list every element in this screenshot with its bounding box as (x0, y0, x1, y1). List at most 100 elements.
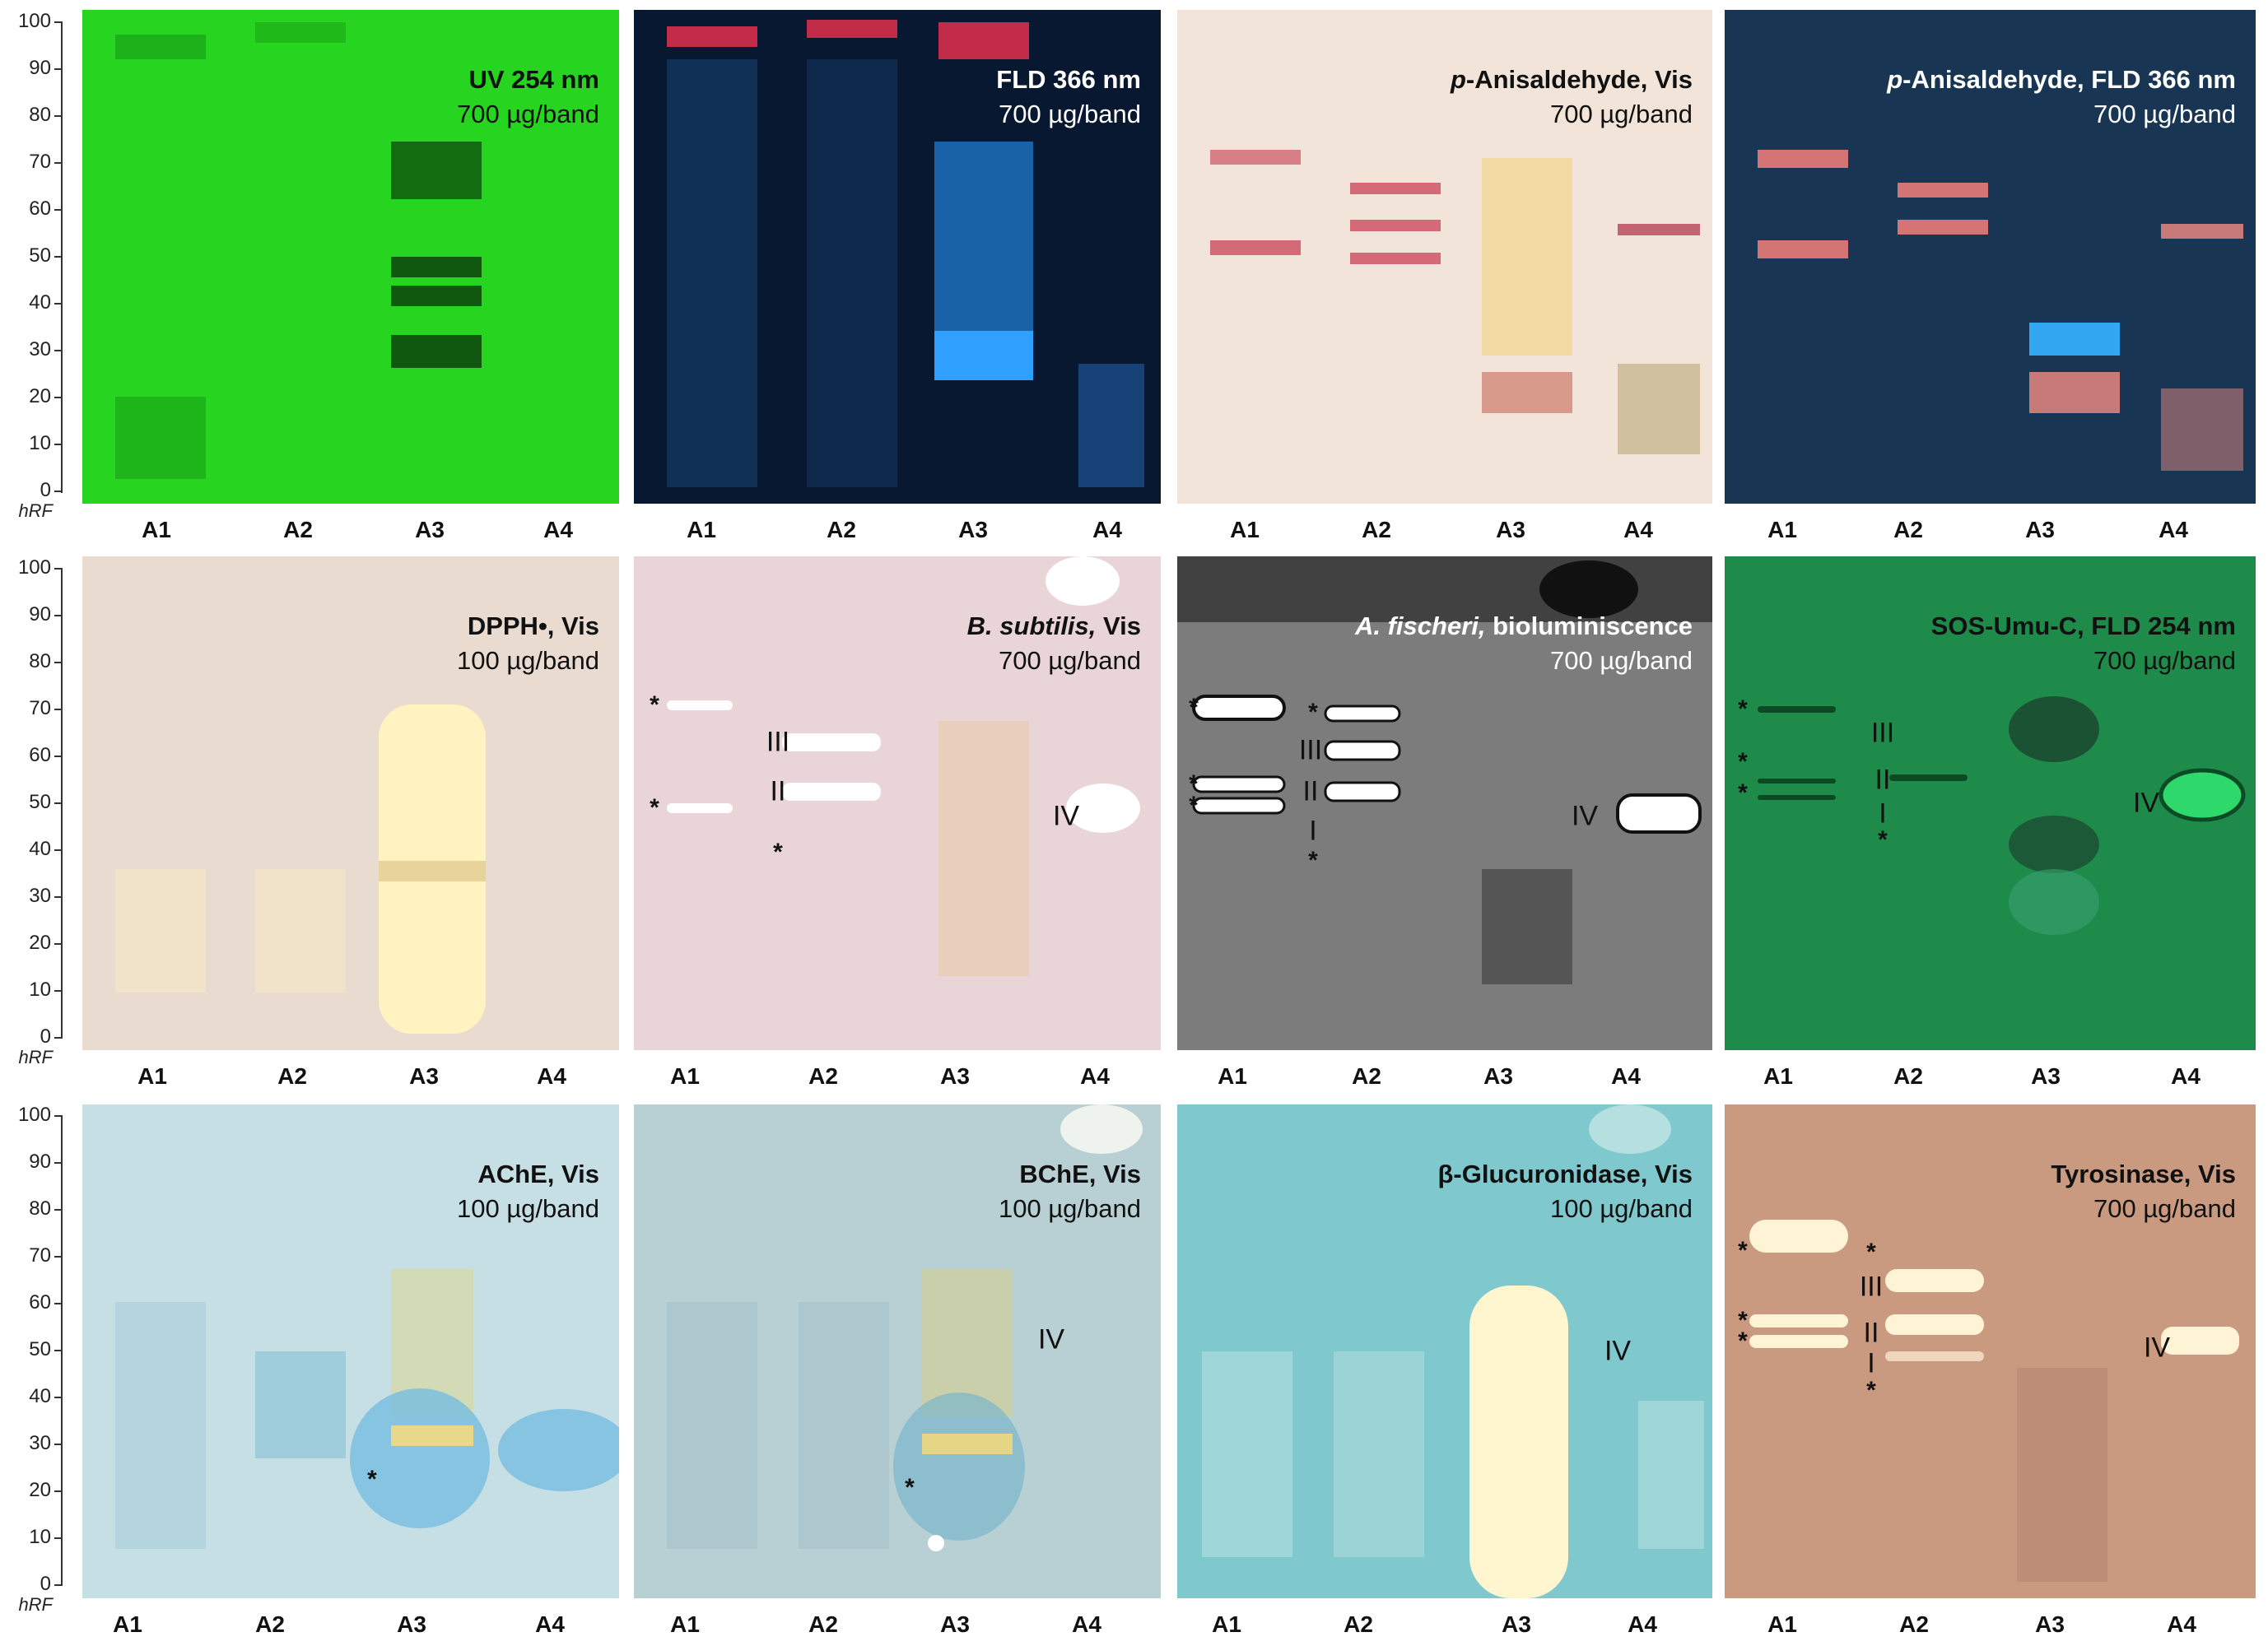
uv254-bands (115, 22, 482, 479)
plate-caption: β-Glucuronidase, Vis 100 µg/band (1437, 1160, 1693, 1223)
lane-label: A2 (277, 1063, 307, 1089)
lane-label: A1 (137, 1063, 167, 1089)
marker: * (1866, 1239, 1876, 1266)
hrf-label: hRF (18, 1047, 53, 1067)
plate-caption: FLD 366 nm 700 µg/band (996, 65, 1141, 128)
marker: IV (2132, 787, 2160, 819)
lane-label: A1 (1230, 517, 1260, 542)
lane-label: A2 (808, 1611, 838, 1637)
marker: III (1298, 734, 1323, 766)
lane-label: A4 (1623, 517, 1653, 542)
plate-ache: AChE, Vis 100 µg/band * (82, 1104, 619, 1598)
lane-label: A1 (1212, 1611, 1241, 1637)
plate-fld366: FLD 366 nm 700 µg/band (634, 10, 1161, 504)
marker: * (650, 794, 659, 821)
lane-label: A4 (1611, 1063, 1641, 1089)
hrf-axis-row3: 100 90 80 70 60 50 40 30 20 10 0 hRF (0, 0, 82, 1630)
lane-label: A2 (1899, 1611, 1929, 1637)
marker: I (1879, 797, 1887, 830)
marker: * (1738, 695, 1748, 723)
lane-label: A3 (2025, 517, 2055, 542)
lane-label: A1 (1218, 1063, 1247, 1089)
ache-bands (115, 1269, 619, 1549)
lane-label: A3 (415, 517, 445, 542)
lane-label: A2 (827, 517, 856, 542)
lane-label: A3 (2035, 1611, 2065, 1637)
plate-caption: Tyrosinase, Vis 700 µg/band (2051, 1160, 2236, 1223)
plate-caption: UV 254 nm 700 µg/band (456, 65, 599, 128)
hrf-label: hRF (18, 500, 53, 521)
marker: IV (1604, 1335, 1632, 1367)
afisch-bands (1177, 556, 1712, 984)
plate-caption: p-Anisaldehyde, Vis 700 µg/band (1450, 65, 1693, 128)
marker: III (766, 726, 790, 758)
marker: * (1308, 699, 1318, 726)
marker: * (650, 691, 659, 718)
lane-label: A4 (537, 1063, 566, 1089)
plate-anisaldehyde-vis: p-Anisaldehyde, Vis 700 µg/band (1177, 10, 1712, 504)
plate-a-fischeri: A. fischeri, bioluminiscence 700 µg/band … (1177, 556, 1712, 1050)
marker: I (1309, 815, 1317, 847)
marker: II (1874, 764, 1891, 796)
lane-label: A1 (670, 1063, 700, 1089)
lane-label: A4 (1092, 517, 1122, 542)
marker: IV (2143, 1332, 2171, 1364)
bche-bands (667, 1104, 1143, 1551)
marker: * (1738, 1307, 1748, 1334)
plate-bche: BChE, Vis 100 µg/band IV * (634, 1104, 1161, 1598)
bgluc-bands (1202, 1104, 1704, 1598)
marker: * (1738, 748, 1748, 775)
lane-label: A4 (2159, 517, 2188, 542)
plate-sos-umu-c: SOS-Umu-C, FLD 254 nm 700 µg/band * III *… (1725, 556, 2256, 1050)
lane-label: A4 (535, 1611, 565, 1637)
marker: * (1308, 847, 1318, 874)
lane-label: A4 (1080, 1063, 1110, 1089)
dpph-bands (115, 704, 486, 1034)
plate-b-glucuronidase: β-Glucuronidase, Vis 100 µg/band IV (1177, 1104, 1712, 1598)
marker: * (1738, 1237, 1748, 1264)
lane-label: A2 (1893, 517, 1923, 542)
lane-label: A2 (1352, 1063, 1381, 1089)
marker: IV (1037, 1323, 1065, 1355)
lane-label: A1 (687, 517, 716, 542)
lane-label: A4 (1072, 1611, 1101, 1637)
marker: III (1859, 1271, 1884, 1303)
marker: III (1870, 717, 1895, 749)
hrf-label: hRF (18, 1594, 53, 1615)
plate-caption: BChE, Vis 100 µg/band (998, 1160, 1141, 1223)
marker: * (1738, 779, 1748, 807)
marker: * (1866, 1377, 1876, 1404)
lane-label: A1 (113, 1611, 142, 1637)
marker: II (1302, 775, 1319, 807)
marker: * (1189, 792, 1199, 819)
plate-caption: DPPH•, Vis 100 µg/band (456, 611, 599, 675)
plate-dpph: DPPH•, Vis 100 µg/band (82, 556, 619, 1050)
lane-label: A1 (142, 517, 171, 542)
lane-label: A3 (958, 517, 988, 542)
lane-label: A3 (397, 1611, 426, 1637)
marker: IV (1571, 800, 1599, 832)
lane-label: A3 (1502, 1611, 1531, 1637)
plate-caption: SOS-Umu-C, FLD 254 nm 700 µg/band (1930, 611, 2236, 675)
lane-label: A4 (2171, 1063, 2200, 1089)
marker: * (1738, 1327, 1748, 1355)
plate-anisaldehyde-fld: p-Anisaldehyde, FLD 366 nm 700 µg/band (1725, 10, 2256, 504)
marker: IV (1052, 800, 1080, 832)
lane-label: A2 (255, 1611, 285, 1637)
marker: II (1863, 1317, 1879, 1349)
lane-label: A1 (670, 1611, 700, 1637)
marker: * (1189, 770, 1199, 797)
marker: II (770, 775, 786, 807)
lane-label: A2 (1893, 1063, 1923, 1089)
marker: * (905, 1474, 915, 1501)
marker: * (1189, 694, 1199, 721)
marker: * (367, 1466, 377, 1493)
lane-label: A2 (1344, 1611, 1373, 1637)
lane-label: A2 (1362, 517, 1391, 542)
lane-label: A4 (1628, 1611, 1657, 1637)
lane-label: A4 (543, 517, 573, 542)
hrf-axis-row1: 100 90 80 70 60 50 40 30 20 10 0 hRF (0, 0, 82, 527)
plate-caption: p-Anisaldehyde, FLD 366 nm 700 µg/band (1887, 65, 2236, 128)
bsub-bands (667, 556, 1140, 976)
lane-label: A2 (283, 517, 313, 542)
